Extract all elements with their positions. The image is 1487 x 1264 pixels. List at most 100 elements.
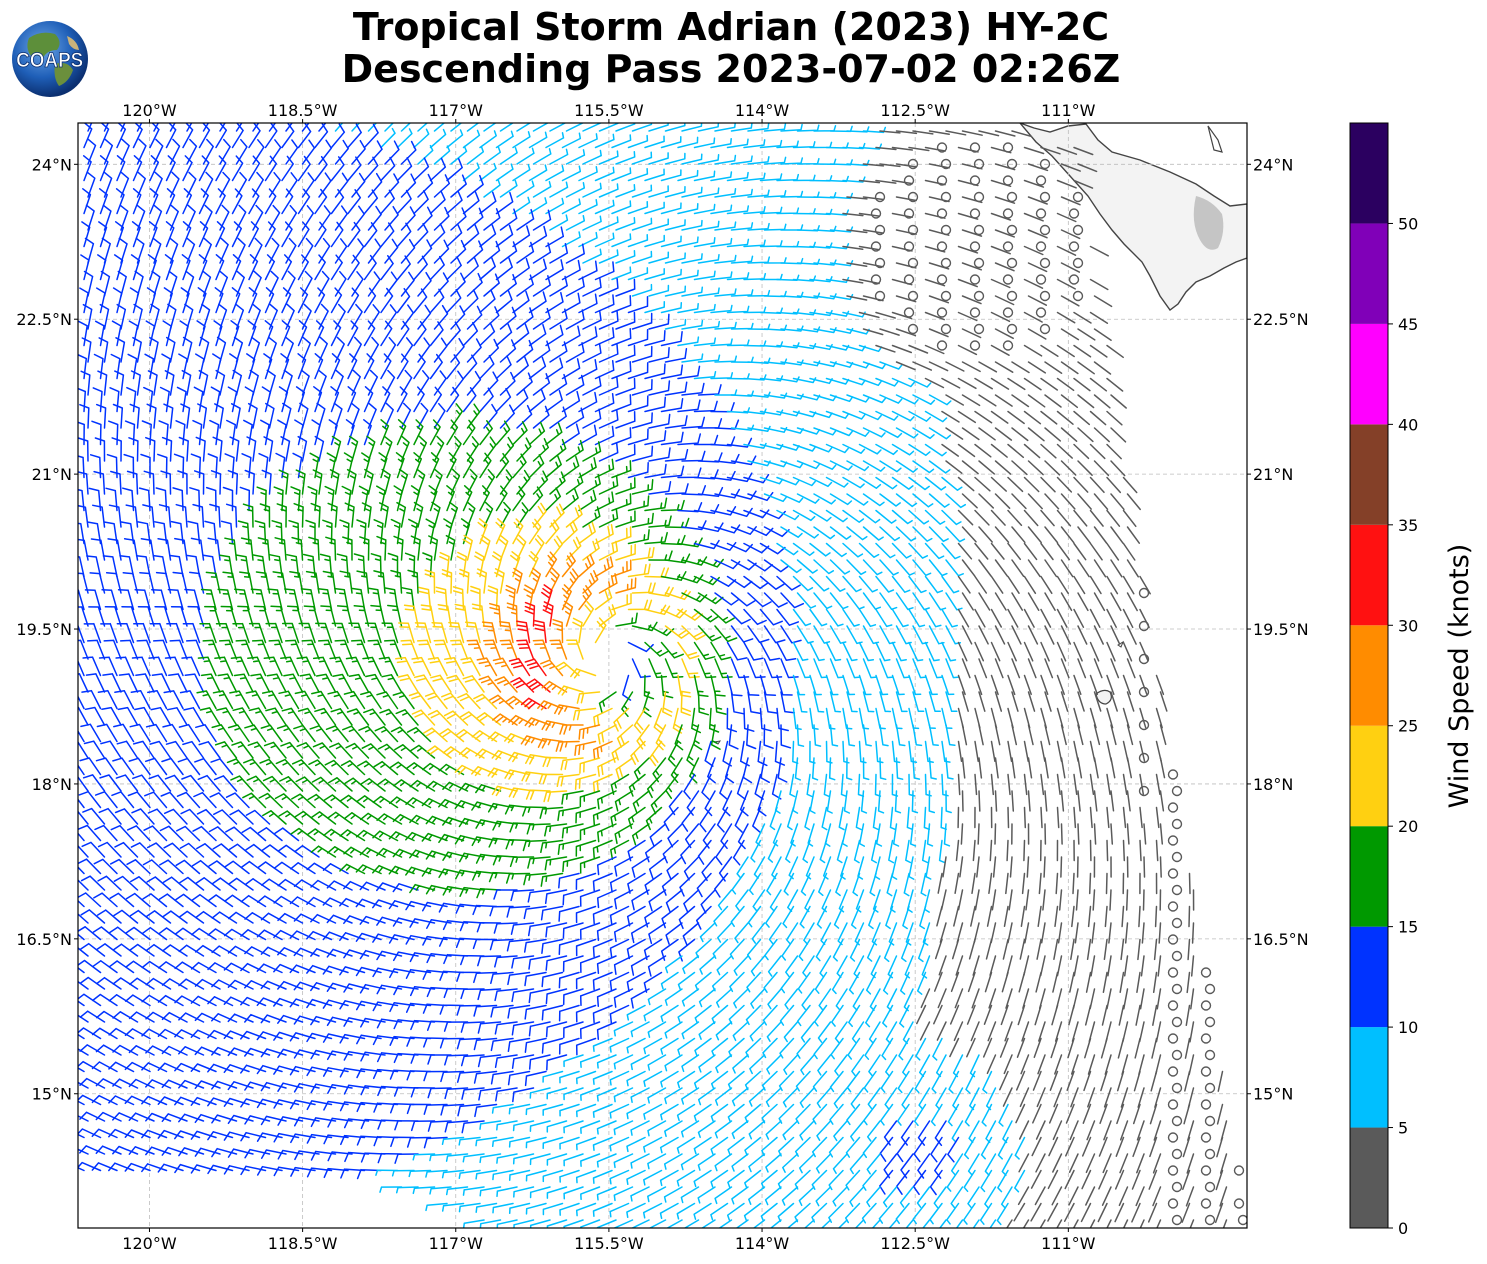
wind-barb bbox=[290, 486, 301, 512]
wind-barb bbox=[855, 806, 862, 831]
wind-barb bbox=[483, 468, 496, 495]
wind-barb bbox=[667, 740, 679, 767]
wind-barb bbox=[912, 427, 935, 440]
wind-barb bbox=[726, 138, 749, 149]
wind-barb bbox=[457, 692, 481, 710]
wind-barb bbox=[1027, 427, 1045, 442]
wind-barb bbox=[693, 539, 720, 550]
calm-barb bbox=[1138, 719, 1150, 731]
wind-barb bbox=[792, 443, 817, 452]
wind-barb bbox=[108, 504, 122, 528]
wind-barb bbox=[160, 791, 184, 809]
wind-barb bbox=[417, 337, 431, 363]
wind-barb bbox=[561, 584, 572, 611]
wind-barb bbox=[786, 806, 795, 831]
calm-barb bbox=[940, 158, 952, 170]
wind-barb bbox=[895, 328, 917, 337]
calm-barb bbox=[1006, 290, 1018, 302]
wind-barb bbox=[1143, 856, 1146, 878]
wind-barb bbox=[308, 759, 333, 776]
wind-barb bbox=[710, 506, 737, 516]
wind-barb bbox=[264, 155, 278, 182]
wind-barb bbox=[842, 410, 866, 420]
wind-barb bbox=[961, 460, 979, 475]
wind-barb bbox=[928, 361, 949, 372]
wind-barb bbox=[785, 839, 795, 864]
wind-barb bbox=[82, 303, 93, 330]
wind-barb bbox=[147, 254, 157, 281]
colorbar-bin bbox=[1350, 223, 1388, 324]
wind-barb bbox=[212, 353, 222, 380]
calm-barb bbox=[1035, 208, 1047, 219]
wind-barb bbox=[575, 806, 597, 824]
wind-barb bbox=[780, 724, 792, 749]
wind-barb bbox=[579, 823, 601, 841]
wind-barb bbox=[542, 756, 568, 768]
wind-barb bbox=[961, 427, 980, 441]
wind-barb bbox=[1155, 773, 1161, 795]
wind-barb bbox=[232, 622, 250, 644]
wind-barb bbox=[1073, 443, 1090, 460]
wind-barb bbox=[776, 674, 793, 696]
wind-barb bbox=[875, 377, 899, 387]
calm-barb bbox=[973, 158, 985, 170]
wind-barb bbox=[978, 724, 984, 746]
wind-barb bbox=[264, 123, 278, 149]
wind-barb bbox=[475, 784, 502, 794]
wind-barb bbox=[129, 403, 140, 429]
wind-barb bbox=[555, 740, 580, 752]
wind-barb bbox=[957, 509, 974, 526]
wind-barb bbox=[264, 320, 274, 347]
colorbar-tick-label: 20 bbox=[1398, 817, 1418, 836]
wind-barb bbox=[813, 559, 835, 575]
wind-barb bbox=[145, 320, 156, 347]
wind-barb bbox=[1073, 641, 1083, 662]
colorbar-bin bbox=[1350, 1027, 1388, 1128]
wind-barb bbox=[858, 245, 880, 251]
wind-barb bbox=[681, 382, 705, 396]
wind-barb bbox=[149, 740, 172, 759]
wind-barb bbox=[189, 487, 201, 512]
wind-barb bbox=[644, 396, 667, 413]
wind-barb bbox=[648, 380, 671, 396]
wind-barb bbox=[93, 353, 104, 380]
wind-barb bbox=[157, 453, 168, 479]
wind-barb bbox=[433, 272, 449, 297]
wind-barb bbox=[545, 487, 562, 512]
wind-barb bbox=[858, 608, 877, 628]
wind-barb bbox=[1044, 361, 1063, 374]
wind-barb bbox=[664, 185, 686, 198]
wind-barb bbox=[1110, 394, 1127, 409]
wind-barb bbox=[726, 171, 749, 182]
wind-barb bbox=[660, 397, 684, 413]
wind-barb bbox=[392, 813, 419, 825]
wind-barb bbox=[957, 443, 976, 458]
wind-barb bbox=[396, 157, 413, 182]
wind-barb bbox=[516, 307, 534, 330]
wind-barb bbox=[879, 526, 901, 542]
wind-barb bbox=[198, 369, 209, 396]
wind-barb bbox=[549, 471, 566, 495]
wind-barb bbox=[234, 588, 250, 611]
wind-barb bbox=[809, 641, 825, 662]
wind-barb bbox=[1056, 410, 1074, 425]
wind-barb bbox=[263, 656, 283, 677]
wind-barb bbox=[334, 172, 349, 198]
colorbar-tick-label: 15 bbox=[1398, 918, 1418, 937]
wind-barb bbox=[524, 601, 536, 627]
wind-barb bbox=[361, 502, 372, 528]
wind-barb bbox=[644, 641, 669, 657]
wind-barb bbox=[957, 311, 978, 322]
wind-barb bbox=[460, 657, 481, 677]
wind-barb bbox=[792, 641, 809, 662]
wind-barb bbox=[572, 617, 583, 644]
calm-barb bbox=[1035, 241, 1047, 252]
wind-barb bbox=[943, 823, 951, 847]
wind-barb bbox=[945, 493, 967, 509]
wind-barb bbox=[260, 724, 283, 743]
wind-barb bbox=[367, 123, 378, 132]
lon-tick-label-top: 115.5°W bbox=[574, 101, 644, 120]
wind-barb bbox=[681, 353, 704, 363]
wind-barb bbox=[181, 369, 192, 396]
wind-barb bbox=[1023, 773, 1028, 796]
